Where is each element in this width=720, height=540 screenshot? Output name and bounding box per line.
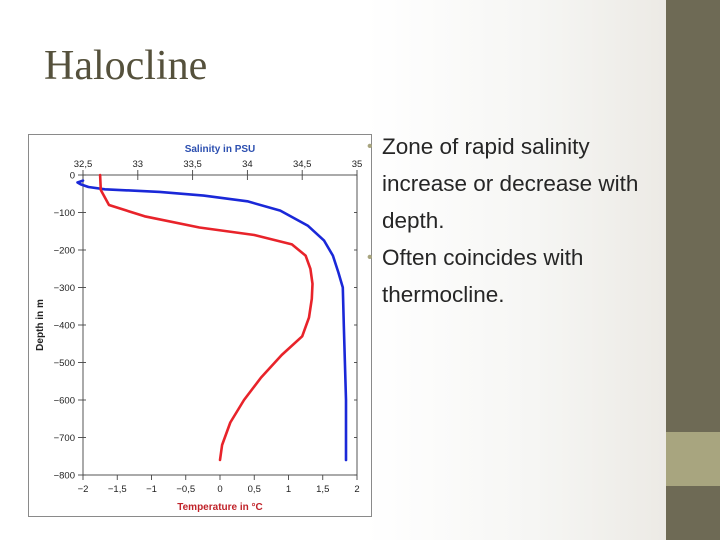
y-tick-label: −100 bbox=[54, 208, 75, 219]
bottom-tick-label: −2 bbox=[78, 484, 89, 495]
side-bar-light bbox=[666, 432, 720, 486]
bottom-axis-title: Temperature in °C bbox=[177, 502, 263, 513]
y-tick-label: −800 bbox=[54, 471, 75, 482]
top-tick-label: 33,5 bbox=[183, 159, 202, 170]
salinity-line bbox=[76, 179, 348, 462]
top-tick-label: 34,5 bbox=[293, 159, 312, 170]
halocline-chart: 32,5 33 33,5 34 34,5 35 −2 −1,5 −1 −0,5 0 0,5 1 1,5 2 0… bbox=[35, 144, 363, 513]
bottom-tick-label: 1,5 bbox=[316, 484, 329, 495]
y-tick-label: −600 bbox=[54, 396, 75, 407]
bottom-tick-label: 0,5 bbox=[248, 484, 261, 495]
y-tick-label: −700 bbox=[54, 433, 75, 444]
slide-title: Halocline bbox=[44, 43, 208, 89]
bullet-icon: • bbox=[367, 138, 373, 155]
bullet-icon: • bbox=[367, 249, 373, 266]
y-axis-title: Depth in m bbox=[35, 299, 46, 351]
bullet-text: Often coincides with thermocline. bbox=[382, 245, 584, 307]
bullet-item: • Zone of rapid salinity increase or dec… bbox=[366, 128, 656, 239]
y-tick-label: 0 bbox=[70, 171, 75, 182]
bullet-text: Zone of rapid salinity increase or decre… bbox=[382, 134, 639, 233]
top-tick-label: 34 bbox=[242, 159, 253, 170]
plot-area-border bbox=[82, 174, 358, 476]
top-axis-title: Salinity in PSU bbox=[185, 144, 256, 155]
y-tick-label: −400 bbox=[54, 321, 75, 332]
y-tick-label: −200 bbox=[54, 246, 75, 257]
bullet-item: • Often coincides with thermocline. bbox=[366, 239, 656, 313]
side-bar-bottom bbox=[666, 486, 720, 540]
chart-frame: 32,5 33 33,5 34 34,5 35 −2 −1,5 −1 −0,5 0 0,5 1 1,5 2 0… bbox=[28, 134, 372, 517]
bottom-tick-label: 0 bbox=[217, 484, 222, 495]
top-tick-label: 32,5 bbox=[74, 159, 93, 170]
bottom-tick-label: −1 bbox=[146, 484, 157, 495]
bottom-tick-label: 1 bbox=[286, 484, 291, 495]
bottom-tick-label: −0,5 bbox=[176, 484, 195, 495]
top-tick-label: 33 bbox=[133, 159, 144, 170]
bottom-tick-label: 2 bbox=[354, 484, 359, 495]
side-bar-dark bbox=[666, 0, 720, 432]
y-tick-label: −500 bbox=[54, 358, 75, 369]
y-tick-label: −300 bbox=[54, 283, 75, 294]
bullet-list: • Zone of rapid salinity increase or dec… bbox=[366, 128, 656, 313]
temperature-line bbox=[98, 173, 314, 462]
bottom-tick-label: −1,5 bbox=[108, 484, 127, 495]
top-tick-label: 35 bbox=[352, 159, 363, 170]
